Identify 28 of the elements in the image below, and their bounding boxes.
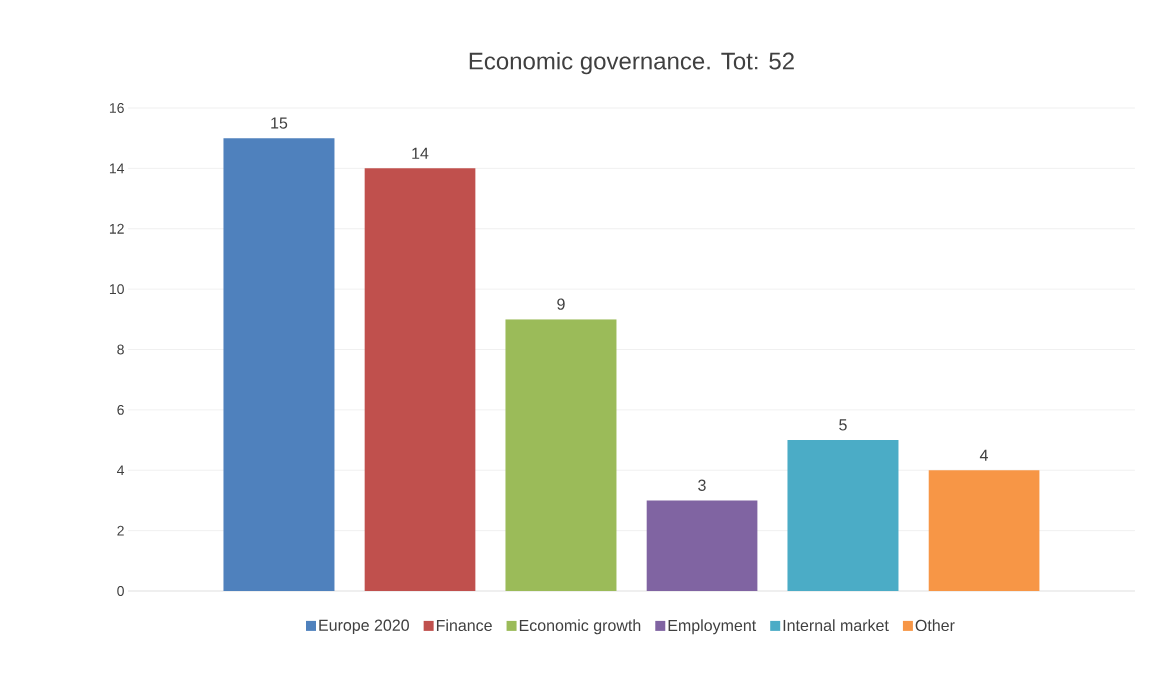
legend-label: Europe 2020 — [319, 619, 409, 635]
y-tick-label: 12 — [109, 223, 124, 234]
bar — [505, 319, 617, 591]
chart-title: Economic governance. Tot: 52 — [469, 51, 794, 75]
legend-label: Employment — [668, 619, 757, 635]
legend-label: Economic growth — [519, 619, 641, 635]
bar — [646, 500, 758, 591]
data-label: 9 — [557, 298, 565, 310]
bar — [223, 138, 335, 591]
y-tick-label: 2 — [117, 525, 124, 536]
y-tick-label: 10 — [109, 284, 124, 295]
data-label: 3 — [698, 479, 706, 491]
data-label: 5 — [839, 419, 847, 431]
y-tick-label: 8 — [117, 344, 124, 355]
data-label: 4 — [979, 449, 988, 461]
legend-label: Internal market — [783, 619, 889, 632]
legend-label: Finance — [436, 619, 492, 632]
y-tick-label: 6 — [117, 404, 124, 415]
y-tick-label: 14 — [109, 163, 125, 174]
legend-label: Other — [915, 619, 955, 632]
data-label: 15 — [271, 117, 288, 129]
bar — [364, 168, 476, 591]
y-tick-label: 4 — [117, 465, 125, 476]
bar — [928, 470, 1040, 591]
data-label: 14 — [412, 147, 429, 159]
y-tick-label: 0 — [117, 586, 124, 596]
y-tick-label: 16 — [109, 103, 124, 113]
bar — [787, 440, 899, 591]
